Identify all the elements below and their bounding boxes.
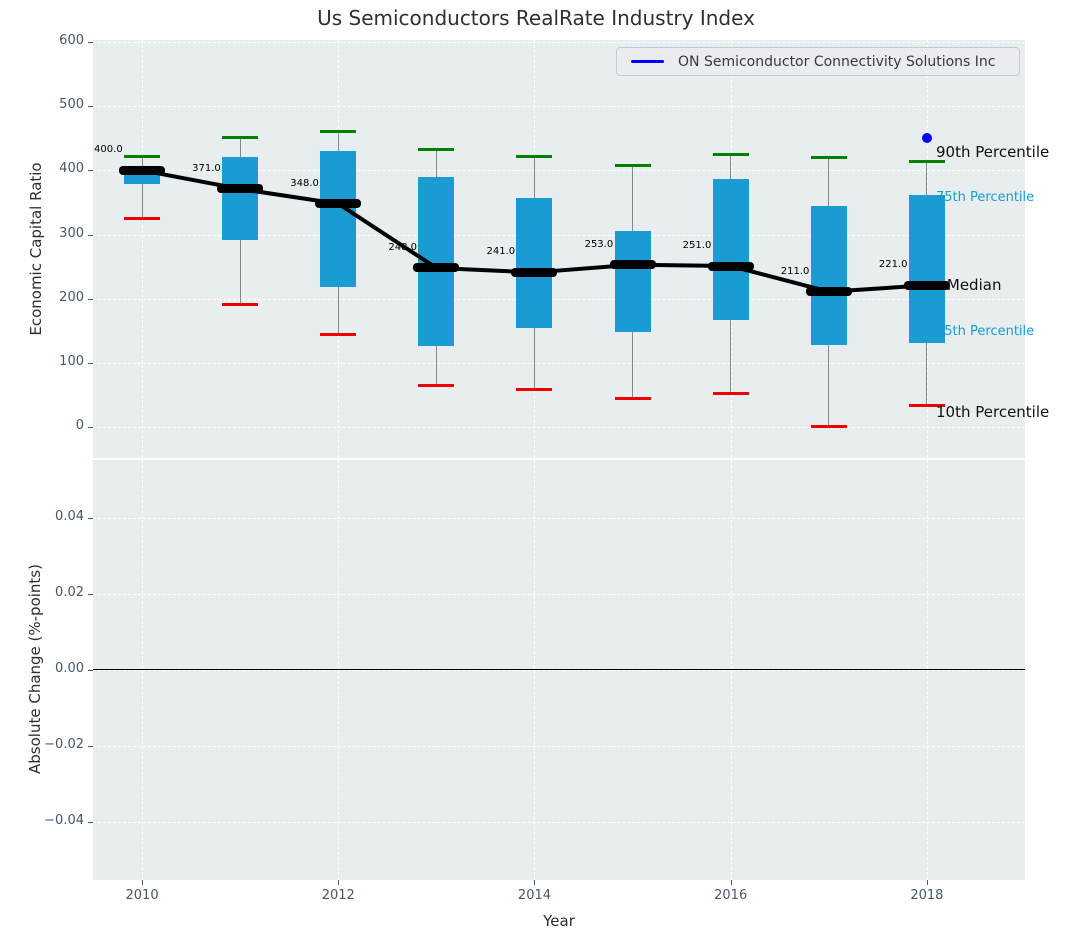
median-value-label-2011: 371.0 [192,163,221,174]
xtick-label-2016: 2016 [696,888,766,903]
x-axis-label: Year [524,912,594,930]
ytick-label-top: 600 [40,33,84,48]
median-value-label-2013: 248.0 [388,242,417,253]
ytick-label-top: 200 [40,290,84,305]
ytick-label-bottom: 0.02 [36,585,84,600]
ytick-label-bottom: −0.04 [36,813,84,828]
gridline [93,746,1025,747]
chart-title: Us Semiconductors RealRate Industry Inde… [0,6,1072,30]
xtick-label-2012: 2012 [303,888,373,903]
ytick-label-bottom: 0.04 [36,509,84,524]
ytick-mark [88,594,93,595]
xtick-mark [338,880,339,885]
xtick-mark [927,880,928,885]
gridline [93,822,1025,823]
ytick-label-bottom: −0.02 [36,737,84,752]
median-trend-line [93,40,1025,458]
right-label-90th-percentile: 90th Percentile [936,143,1049,161]
median-bar-2012 [315,199,361,208]
median-value-label-2012: 348.0 [290,178,319,189]
median-bar-2013 [413,263,459,272]
gridline [142,460,143,880]
median-value-label-2014: 241.0 [486,246,515,257]
ytick-label-top: 300 [40,226,84,241]
xtick-label-2014: 2014 [499,888,569,903]
median-bar-2018 [904,281,950,290]
xtick-label-2018: 2018 [892,888,962,903]
median-bar-2015 [610,260,656,269]
ytick-label-top: 0 [40,418,84,433]
right-label-75th-percentile: 75th Percentile [936,190,1034,205]
median-value-label-2016: 251.0 [683,240,712,251]
ytick-mark [88,427,93,428]
legend: ON Semiconductor Connectivity Solutions … [616,47,1020,76]
median-value-label-2017: 211.0 [781,266,810,277]
gridline [93,518,1025,519]
median-bar-2011 [217,184,263,193]
gridline [534,460,535,880]
legend-line-swatch [631,60,664,63]
ytick-mark [88,235,93,236]
ytick-mark [88,822,93,823]
ytick-mark [88,363,93,364]
xtick-mark [731,880,732,885]
gridline [338,460,339,880]
xtick-mark [142,880,143,885]
median-value-label-2018: 221.0 [879,259,908,270]
gridline [93,594,1025,595]
ytick-label-top: 500 [40,97,84,112]
ytick-label-top: 400 [40,161,84,176]
gridline [731,460,732,880]
ytick-mark [88,106,93,107]
ytick-mark [88,746,93,747]
ytick-mark [88,670,93,671]
ytick-mark [88,299,93,300]
median-bar-2014 [511,268,557,277]
median-bar-2016 [708,262,754,271]
ytick-label-top: 100 [40,354,84,369]
median-value-label-2015: 253.0 [585,239,614,250]
gridline [93,670,1025,671]
right-label-25th-percentile: 25th Percentile [936,324,1034,339]
zero-line [93,669,1025,670]
ytick-mark [88,42,93,43]
top-plot: 400.0 371.0 348.0 248.0 241.0 253.0 251.0 211.0… [93,40,1025,458]
median-bar-2010 [119,166,165,175]
legend-label: ON Semiconductor Connectivity Solutions … [678,54,995,70]
ytick-mark [88,518,93,519]
xtick-mark [534,880,535,885]
gridline [927,460,928,880]
median-bar-2017 [806,287,852,296]
top-y-axis-label: Economic Capital Ratio [27,149,45,349]
right-label-median: Median [947,276,1002,294]
company-point [922,133,932,143]
median-value-label-2010: 400.0 [94,144,123,155]
xtick-label-2010: 2010 [107,888,177,903]
right-label-10th-percentile: 10th Percentile [936,403,1049,421]
figure: Us Semiconductors RealRate Industry Inde… [0,0,1072,942]
bottom-plot [93,460,1025,880]
ytick-mark [88,170,93,171]
ytick-label-bottom: 0.00 [36,661,84,676]
